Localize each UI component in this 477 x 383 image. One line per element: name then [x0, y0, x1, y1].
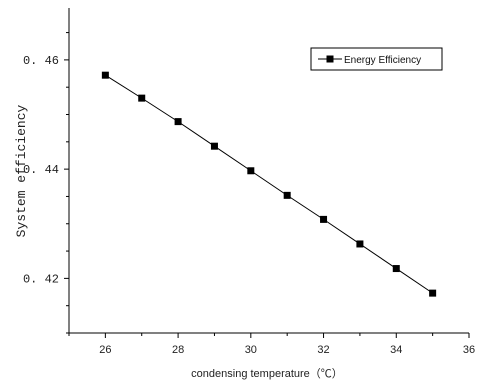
x-tick-label: 30 [245, 344, 257, 356]
y-tick-label: 0. 44 [23, 163, 59, 177]
y-axis-title: System efficiency [14, 104, 29, 237]
legend-box [310, 47, 443, 71]
data-point [210, 142, 218, 150]
x-ticks: 26 28 30 32 34 36 [68, 333, 475, 356]
data-point [283, 191, 291, 199]
legend-marker-sample [326, 55, 334, 63]
data-point [429, 289, 437, 297]
y-tick-label: 0. 46 [23, 54, 59, 68]
data-point [356, 240, 364, 248]
x-tick-label: 32 [317, 344, 329, 356]
data-point [138, 94, 146, 102]
series-line [105, 74, 433, 294]
x-tick-label: 34 [390, 344, 402, 356]
data-point [174, 118, 182, 126]
legend: Energy Efficiency [310, 47, 443, 71]
y-tick-label: 0. 42 [23, 272, 59, 286]
x-axis-title: condensing temperature（℃） [191, 367, 343, 380]
x-tick-label: 26 [99, 344, 111, 356]
x-tick-label: 28 [172, 344, 184, 356]
data-point [320, 215, 328, 223]
x-tick-label: 36 [463, 344, 475, 356]
series-group [101, 71, 437, 297]
y-ticks: 0. 42 0. 44 0. 46 [23, 32, 69, 334]
legend-label: Energy Efficiency [344, 55, 421, 66]
data-point [247, 167, 255, 175]
data-point [101, 71, 109, 79]
data-point [392, 265, 400, 273]
